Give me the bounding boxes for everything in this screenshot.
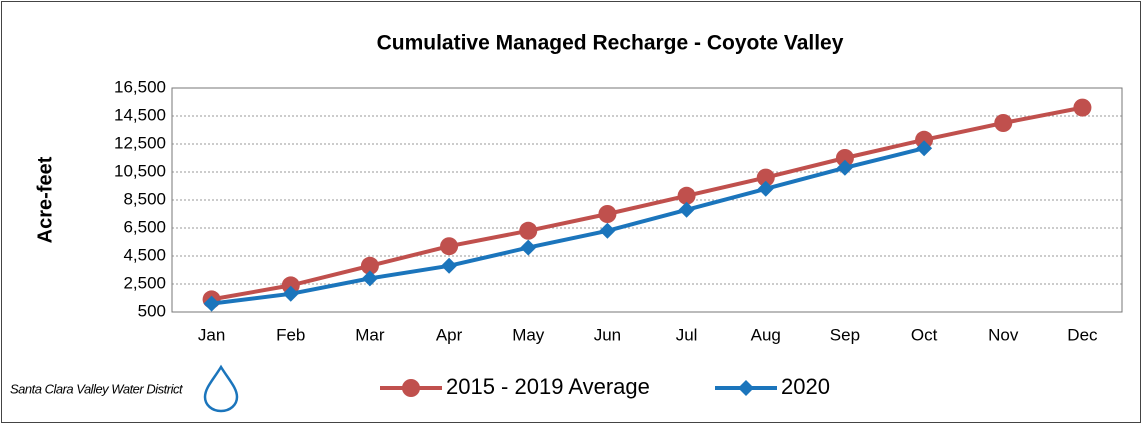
point xyxy=(994,114,1013,132)
y-tick-label: 500 xyxy=(138,301,166,320)
y-tick-label: 4,500 xyxy=(123,245,166,264)
x-tick-label: Jun xyxy=(594,325,621,344)
y-tick-label: 14,500 xyxy=(114,105,166,124)
point xyxy=(360,256,379,275)
point xyxy=(757,180,774,197)
chart-title: Cumulative Managed Recharge - Coyote Val… xyxy=(377,32,844,55)
point xyxy=(1073,98,1092,117)
point xyxy=(519,221,538,240)
x-tick-label: Apr xyxy=(436,325,463,344)
x-tick-label: Jan xyxy=(198,325,225,344)
point xyxy=(203,295,220,312)
y-tick-label: 8,500 xyxy=(123,189,166,208)
legend-label: 2020 xyxy=(781,374,830,399)
y-tick-label: 2,500 xyxy=(123,273,166,292)
x-tick-label: Mar xyxy=(355,325,385,344)
point xyxy=(835,149,854,167)
point xyxy=(520,239,537,256)
point xyxy=(756,168,775,187)
point xyxy=(836,159,853,176)
y-tick-label: 6,500 xyxy=(123,217,166,236)
point xyxy=(281,276,300,295)
point xyxy=(441,257,458,274)
x-tick-label: Jul xyxy=(676,325,698,344)
series-line xyxy=(211,105,1083,302)
x-tick-label: Feb xyxy=(276,325,305,344)
point xyxy=(916,140,933,157)
y-tick-label: 16,500 xyxy=(114,77,166,96)
point xyxy=(738,380,754,396)
logo-text: Santa Clara Valley Water District xyxy=(10,381,184,396)
x-tick-label: May xyxy=(512,325,545,344)
point xyxy=(402,379,420,397)
x-tick-label: Dec xyxy=(1067,325,1098,344)
x-tick-label: Aug xyxy=(751,325,781,344)
y-axis-label: Acre-feet xyxy=(34,156,56,243)
y-tick-label: 10,500 xyxy=(114,161,166,180)
point xyxy=(677,186,696,205)
point xyxy=(678,201,695,218)
series-line xyxy=(211,146,925,306)
x-tick-label: Sep xyxy=(830,325,860,344)
point xyxy=(599,222,616,239)
point xyxy=(915,130,934,149)
x-tick-label: Nov xyxy=(988,325,1019,344)
plot-area xyxy=(171,87,1123,313)
logo-drop xyxy=(203,364,239,413)
legend-label: 2015 - 2019 Average xyxy=(446,374,650,399)
point xyxy=(598,205,617,223)
y-tick-label: 12,500 xyxy=(114,133,166,152)
x-tick-label: Oct xyxy=(911,325,938,344)
point xyxy=(361,270,378,287)
point xyxy=(282,285,299,302)
point xyxy=(440,237,459,256)
